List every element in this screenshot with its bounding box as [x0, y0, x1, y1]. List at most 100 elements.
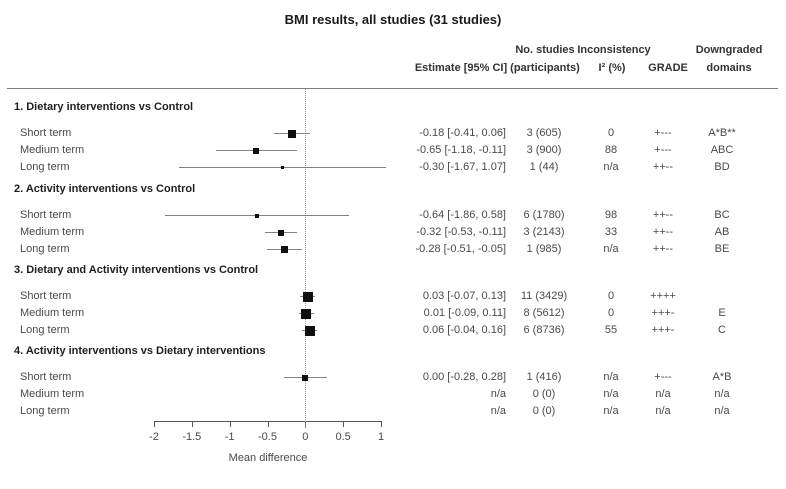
x-axis-tick — [154, 421, 155, 427]
estimate-marker — [301, 308, 312, 319]
row-term-label: Long term — [20, 161, 70, 174]
column-header-estimate-label: Estimate [95% CI] — [414, 62, 508, 74]
x-axis-tick — [229, 421, 231, 427]
n-studies-value: 0 (0) — [532, 388, 556, 401]
x-axis-tick-label: -1.5 — [182, 431, 202, 443]
row-term-label: Medium term — [20, 144, 85, 157]
grade-value: +++- — [651, 307, 675, 320]
domains-value: BE — [714, 243, 730, 256]
grade-value: ++++ — [650, 290, 676, 302]
n-studies-value: 3 (2143) — [523, 226, 565, 239]
row-term-label: Long term — [20, 324, 70, 337]
n-studies-value: 0 (0) — [532, 405, 556, 418]
grade-value: ++-- — [652, 226, 674, 239]
estimate-value: -0.64 [-1.86, 0.58] — [419, 209, 506, 221]
column-header-downgraded-line1: Downgraded — [695, 44, 763, 56]
row-term-label: Short term — [20, 371, 72, 383]
x-axis-tick — [343, 421, 345, 427]
domains-value: BD — [714, 161, 730, 174]
column-header-i2: I² (%) — [599, 62, 626, 75]
column-header-downgraded-line2: domains — [706, 62, 752, 74]
grade-value: ++-- — [652, 161, 674, 174]
i2-value: n/a — [603, 243, 619, 256]
section-label: 2. Activity interventions vs Control — [14, 183, 196, 195]
n-studies-value: 6 (1780) — [523, 209, 565, 221]
domains-value: n/a — [714, 388, 730, 401]
x-axis-tick-label: -1 — [224, 431, 235, 443]
estimate-marker — [254, 213, 259, 218]
n-studies-value: 1 (985) — [526, 243, 562, 256]
column-header-inconsistency-line1: Inconsistency — [577, 44, 651, 56]
reference-line — [305, 89, 307, 428]
column-header-grade-label: GRADE — [648, 62, 688, 74]
column-header-inconsistency: Inconsistency — [577, 44, 650, 57]
estimate-value: -0.18 [-0.41, 0.06] — [419, 127, 506, 139]
row-term-label: Long term — [20, 243, 70, 256]
x-axis-tick — [267, 421, 269, 427]
section-label: 3. Dietary and Activity interventions vs… — [14, 264, 259, 276]
column-header-downgraded: Downgraded — [696, 44, 763, 57]
estimate-value: -0.28 [-0.51, -0.05] — [415, 243, 507, 256]
domains-value: ABC — [710, 144, 734, 157]
estimate-marker — [302, 291, 313, 302]
estimate-value: n/a — [490, 405, 506, 418]
estimate-value: 0.06 [-0.04, 0.16] — [422, 324, 506, 337]
estimate-value: -0.30 [-1.67, 1.07] — [419, 161, 506, 174]
i2-value: 0 — [607, 307, 615, 320]
header-separator-line — [7, 88, 778, 89]
estimate-value: 0.00 [-0.28, 0.28] — [422, 371, 506, 383]
estimate-marker — [287, 129, 296, 138]
estimate-value: -0.65 [-1.18, -0.11] — [416, 144, 506, 157]
estimate-value: -0.32 [-0.53, -0.11] — [416, 226, 506, 239]
column-header-domains: domains — [706, 62, 751, 75]
estimate-value: 0.03 [-0.07, 0.13] — [422, 290, 506, 302]
estimate-marker — [253, 147, 260, 154]
domains-value: BC — [714, 209, 730, 221]
n-studies-value: 1 (44) — [529, 161, 559, 174]
estimate-marker — [302, 374, 309, 381]
x-axis-tick-label: 0 — [302, 431, 309, 443]
section-label: 1. Dietary interventions vs Control — [14, 101, 194, 113]
i2-value: 33 — [604, 226, 618, 239]
i2-value: n/a — [603, 405, 619, 418]
domains-value: AB — [714, 226, 730, 239]
n-studies-value: 6 (8736) — [523, 324, 565, 337]
column-header-participants: (participants) — [510, 62, 580, 75]
i2-value: n/a — [603, 388, 619, 401]
domains-value: C — [718, 324, 726, 337]
estimate-marker — [278, 229, 285, 236]
column-header-estimate: Estimate [95% CI] — [415, 62, 507, 75]
n-studies-value: 8 (5612) — [523, 307, 565, 320]
x-axis-label: Mean difference — [228, 452, 308, 464]
n-studies-value: 11 (3429) — [520, 290, 568, 302]
estimate-value: 0.01 [-0.09, 0.11] — [423, 307, 506, 320]
row-term-label: Short term — [20, 290, 72, 302]
x-axis-tick-label: -2 — [149, 431, 159, 443]
domains-value: E — [718, 307, 726, 320]
column-header-no-studies-line2: (participants) — [510, 62, 580, 74]
estimate-marker — [280, 246, 288, 254]
domains-value: A*B** — [708, 127, 736, 139]
i2-value: n/a — [603, 161, 619, 174]
column-header-no-studies: No. studies — [515, 44, 574, 57]
estimate-marker — [281, 166, 285, 170]
x-axis-tick-label: -0.5 — [258, 431, 277, 443]
row-term-label: Medium term — [20, 307, 85, 320]
row-term-label: Medium term — [20, 226, 85, 239]
n-studies-value: 3 (605) — [526, 127, 562, 139]
column-header-inconsistency-line2: I² (%) — [598, 62, 626, 74]
i2-value: 0 — [607, 290, 615, 302]
grade-value: +--- — [654, 371, 672, 383]
column-header-no-studies-line1: No. studies — [515, 44, 575, 56]
grade-value: ++-- — [652, 243, 674, 256]
x-axis-tick-label: 1 — [377, 431, 385, 443]
grade-value: ++-- — [652, 209, 674, 221]
row-term-label: Short term — [20, 209, 72, 221]
estimate-value: n/a — [490, 388, 506, 401]
domains-value: n/a — [714, 405, 730, 418]
grade-value: +--- — [654, 127, 672, 139]
estimate-marker — [304, 325, 315, 336]
i2-value: 98 — [604, 209, 618, 221]
